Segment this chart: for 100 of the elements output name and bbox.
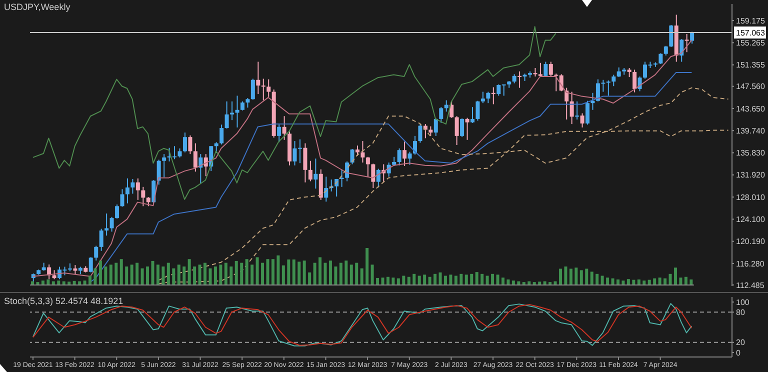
bar: [418, 276, 422, 285]
candlestick: [224, 100, 229, 130]
bar: [642, 280, 646, 285]
y-tick-label: 128.010: [736, 192, 766, 202]
candlestick: [220, 124, 224, 145]
bar: [480, 274, 484, 285]
candlestick: [282, 116, 286, 140]
bar: [386, 276, 390, 285]
y-tick-label: 139.740: [736, 126, 766, 136]
bar: [512, 280, 516, 285]
candlestick: [156, 159, 161, 186]
candlestick: [266, 78, 271, 98]
candlestick: [318, 168, 323, 200]
candlestick: [110, 216, 114, 232]
bar: [272, 259, 275, 285]
candlestick: [658, 52, 663, 65]
candlestick: [230, 100, 234, 121]
bar: [214, 266, 218, 285]
bar: [156, 264, 160, 285]
bar: [99, 260, 102, 285]
bar: [282, 265, 286, 285]
candlestick: [366, 156, 370, 178]
bar: [502, 278, 505, 285]
bar: [303, 260, 306, 285]
y-tick-label: 131.920: [736, 170, 766, 180]
bar: [235, 260, 238, 285]
bar: [292, 259, 296, 285]
bar: [653, 278, 656, 285]
candlestick: [518, 70, 522, 88]
candlestick: [94, 245, 98, 262]
y-tick-label: 120.190: [736, 237, 766, 246]
candlestick: [601, 79, 606, 92]
bar: [428, 276, 432, 285]
bar: [658, 278, 662, 285]
candlestick: [512, 74, 516, 84]
candlestick: [314, 158, 318, 190]
candlestick: [130, 178, 135, 194]
bar: [130, 264, 134, 285]
bar: [674, 268, 678, 285]
bar: [444, 276, 448, 285]
bar: [250, 264, 254, 285]
bar: [376, 278, 380, 285]
y-tick-label: 100: [736, 298, 750, 307]
bar: [188, 259, 192, 285]
bar: [167, 262, 170, 285]
bar: [491, 274, 494, 285]
candlestick: [664, 45, 668, 56]
bar: [345, 260, 348, 285]
candlestick: [480, 91, 485, 104]
bar: [152, 260, 155, 285]
candlestick: [428, 126, 433, 136]
bar: [606, 278, 610, 285]
bar: [439, 272, 442, 285]
bar: [450, 274, 453, 285]
candlestick: [246, 98, 250, 108]
candlestick: [371, 163, 376, 189]
bar: [136, 262, 139, 285]
bar: [590, 272, 594, 285]
candlestick: [240, 100, 244, 111]
candlestick: [277, 124, 282, 143]
bar: [104, 266, 108, 285]
bar: [486, 276, 490, 285]
candlestick: [350, 148, 354, 165]
candlestick: [690, 31, 694, 44]
bar: [308, 272, 312, 285]
bar: [266, 259, 270, 285]
bar: [366, 248, 369, 285]
candlestick: [146, 196, 150, 207]
candlestick: [548, 61, 553, 78]
candlestick: [486, 91, 490, 104]
bar: [507, 279, 510, 285]
candlestick: [182, 132, 187, 153]
bar: [110, 264, 113, 285]
candlestick: [580, 112, 584, 128]
bar: [580, 270, 584, 285]
bar: [94, 268, 98, 285]
candlestick: [402, 141, 407, 166]
y-tick-label: 159.175: [736, 16, 766, 26]
candlestick: [450, 100, 454, 118]
candlestick: [308, 160, 312, 182]
candlestick: [476, 100, 480, 122]
bar: [350, 264, 354, 285]
y-tick-label: 135.830: [736, 148, 766, 158]
candlestick: [355, 145, 360, 156]
bar: [42, 280, 45, 285]
bar: [423, 274, 426, 285]
bar: [664, 278, 667, 285]
bar: [601, 276, 604, 285]
candlestick: [544, 61, 548, 76]
candlestick: [538, 62, 542, 78]
candlestick: [586, 100, 590, 126]
candlestick: [680, 38, 684, 62]
y-tick-label: 20: [736, 338, 746, 348]
bar: [382, 278, 385, 285]
candlestick: [632, 69, 637, 93]
candlestick: [397, 148, 402, 166]
candlestick: [120, 188, 124, 208]
y-tick-label: 155.265: [736, 38, 766, 48]
candlestick: [564, 87, 569, 120]
y-tick-label: 143.650: [736, 104, 766, 114]
